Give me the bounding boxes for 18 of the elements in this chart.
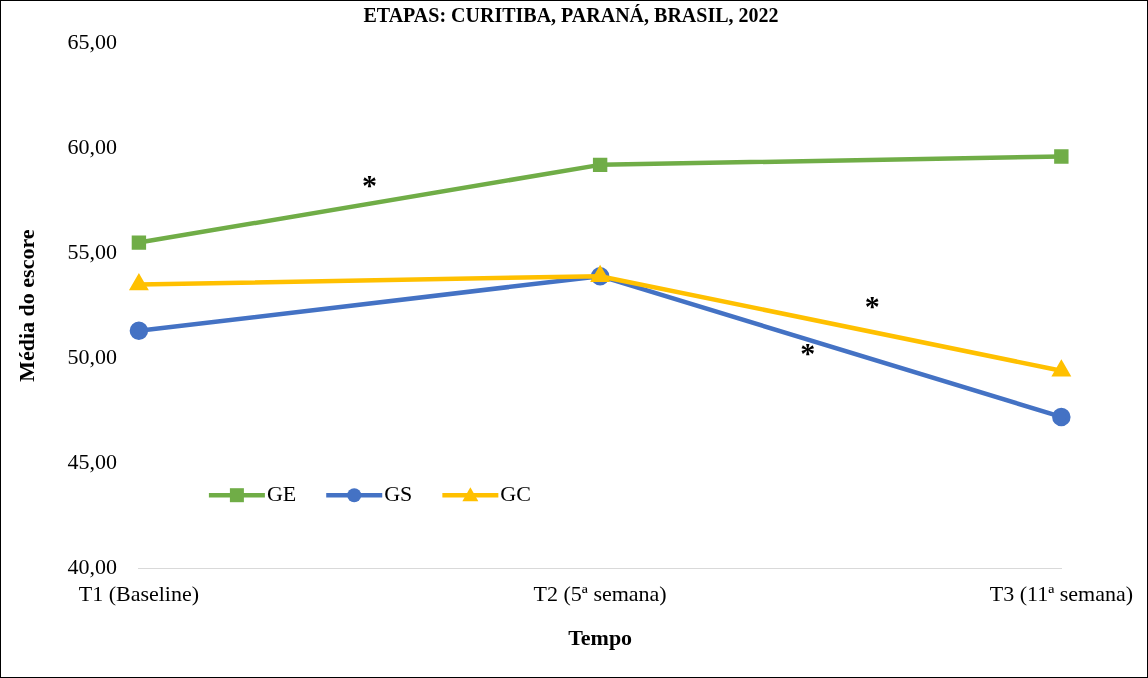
annotation: *: [362, 168, 378, 202]
legend-label: GC: [500, 480, 531, 506]
x-axis-title: Tempo: [568, 625, 633, 651]
y-axis-title: Média do escore: [13, 229, 39, 382]
y-tick-label: 50,00: [67, 343, 117, 369]
x-tick-label: T2 (5ª semana): [533, 581, 667, 607]
annotation: *: [800, 336, 816, 370]
legend-label: GS: [384, 480, 413, 506]
chart-title: ETAPAS: CURITIBA, PARANÁ, BRASIL, 2022: [363, 4, 779, 27]
annotation: *: [864, 289, 880, 323]
legend-label: GE: [266, 480, 297, 506]
y-tick-label: 45,00: [67, 448, 117, 474]
y-tick-label: 40,00: [67, 553, 117, 579]
y-tick-label: 60,00: [67, 133, 117, 159]
x-tick-label: T1 (Baseline): [78, 581, 200, 607]
x-tick-label: T3 (11ª semana): [989, 581, 1133, 607]
y-tick-label: 55,00: [67, 238, 117, 264]
y-tick-label: 65,00: [67, 28, 117, 54]
